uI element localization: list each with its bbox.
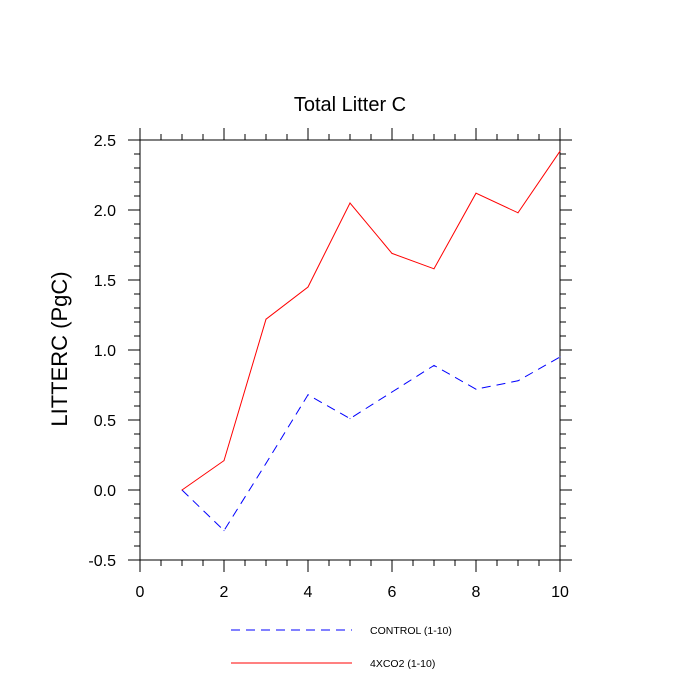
legend: CONTROL (1-10) 4XCO2 (1-10) [231,625,452,670]
y-tick-label: 2.0 [94,203,116,220]
data-point [559,356,561,358]
data-point [391,391,393,393]
y-tick-labels: -0.5 0.0 0.5 1.0 1.5 2.0 2.5 [88,133,116,570]
y-tick-label: 0.5 [94,413,116,430]
legend-label: CONTROL (1-10) [370,625,452,637]
x-tick-label: 0 [136,584,145,601]
data-point [223,530,225,532]
series-lines [181,150,561,532]
x-tick-labels: 0 2 4 6 8 10 [136,584,569,601]
data-point [307,286,309,288]
data-point [307,394,309,396]
data-point [517,380,519,382]
data-point [181,489,183,491]
data-point [349,418,351,420]
data-point [223,460,225,462]
data-point [391,252,393,254]
data-point [265,462,267,464]
data-point [559,150,561,152]
x-tick-label: 4 [304,584,313,601]
data-point [433,268,435,270]
y-tick-label: 1.0 [94,343,116,360]
x-tick-label: 10 [551,584,569,601]
data-point [433,364,435,366]
y-tick-label: 1.5 [94,273,116,290]
y-axis-label: LITTERC (PgC) [47,271,72,426]
minor-ticks [134,134,566,566]
y-tick-label: 2.5 [94,133,116,150]
legend-label: 4XCO2 (1-10) [370,658,435,670]
y-tick-label: 0.0 [94,483,116,500]
data-point [475,388,477,390]
x-tick-label: 2 [220,584,229,601]
data-point [349,202,351,204]
major-ticks [128,128,572,572]
data-point [517,212,519,214]
x-tick-label: 8 [472,584,481,601]
x-tick-label: 6 [388,584,397,601]
y-tick-label: -0.5 [88,553,116,570]
chart-title: Total Litter C [294,94,406,116]
data-point [475,192,477,194]
data-point [265,318,267,320]
series-line-4xco2 [181,150,561,491]
series-line-control [181,356,561,532]
